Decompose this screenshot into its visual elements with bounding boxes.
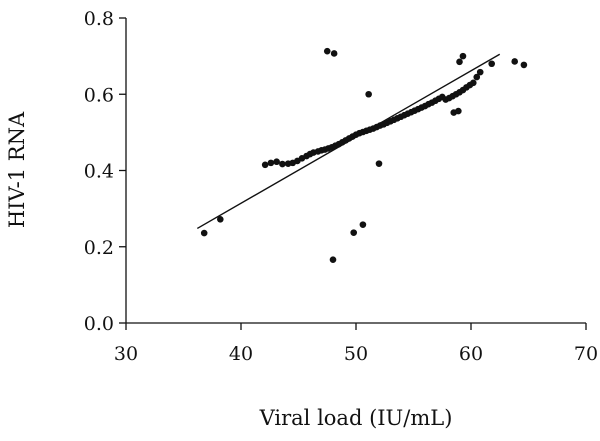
data-point — [476, 68, 484, 76]
y-tick-label: 0.8 — [84, 8, 114, 30]
data-point — [470, 79, 477, 87]
y-tick-label: 0.4 — [84, 161, 114, 183]
data-point — [323, 47, 331, 55]
data-point — [359, 221, 367, 228]
x-tick-label: 30 — [114, 343, 138, 365]
x-tick-label: 60 — [459, 343, 483, 365]
data-point — [273, 158, 280, 166]
y-axis-title: HIV-1 RNA — [5, 111, 29, 228]
data-point — [473, 73, 481, 81]
data-point — [261, 161, 269, 169]
data-point — [350, 229, 358, 236]
x-tick-label: 40 — [229, 343, 253, 365]
data-point — [200, 229, 208, 237]
data-point — [459, 52, 467, 60]
x-tick-label: 50 — [344, 343, 368, 365]
x-tick-label: 70 — [574, 343, 598, 365]
data-point — [520, 61, 528, 69]
data-point — [279, 160, 286, 168]
y-tick-label: 0.2 — [84, 237, 114, 259]
data-point — [455, 107, 462, 115]
data-point — [329, 256, 337, 264]
data-point — [267, 159, 275, 167]
data-points — [200, 47, 528, 264]
y-tick-label: 0.6 — [84, 84, 114, 106]
data-point — [330, 50, 338, 57]
x-ticks: 30 40 50 60 70 — [114, 323, 598, 365]
y-tick-label: 0.0 — [84, 313, 114, 335]
data-point — [217, 216, 224, 223]
x-axis-title: Viral load (IU/mL) — [259, 406, 453, 430]
y-ticks: 0.0 0.2 0.4 0.6 0.8 — [84, 8, 126, 335]
data-point — [375, 160, 383, 167]
data-point — [511, 58, 518, 65]
data-point — [488, 60, 496, 68]
data-point — [456, 58, 463, 66]
data-point — [365, 90, 372, 98]
